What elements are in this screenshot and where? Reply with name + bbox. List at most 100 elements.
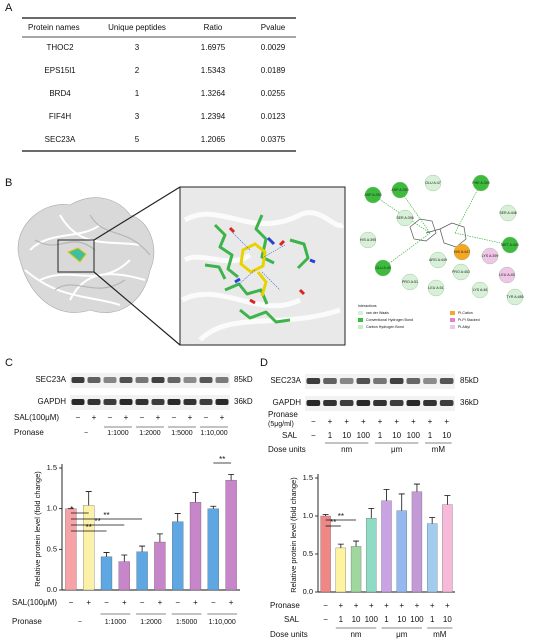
blot-bg [70, 395, 230, 410]
label: 1:1000 [105, 619, 127, 626]
bar [320, 515, 331, 593]
label: + [188, 413, 193, 422]
label: ** [94, 517, 100, 526]
band [87, 399, 101, 405]
residue [364, 186, 382, 204]
label: GAPDH [38, 397, 67, 406]
band [406, 400, 421, 406]
label: − [104, 598, 109, 607]
bar [189, 502, 202, 591]
protein-structure [17, 186, 181, 346]
band [356, 400, 371, 406]
band [306, 400, 321, 406]
band [103, 377, 117, 383]
label: * [70, 505, 73, 514]
label: nm [341, 445, 352, 454]
bar [350, 546, 362, 593]
label: + [122, 598, 127, 607]
label: 1.0 [303, 511, 313, 520]
error-bar [210, 505, 217, 509]
band [439, 400, 454, 406]
label: PHE A:399 [472, 181, 490, 185]
label: 10 [352, 615, 361, 624]
label: − [108, 413, 113, 422]
error-bar [444, 495, 451, 505]
label: 85kD [234, 375, 253, 384]
band [87, 377, 101, 383]
h-bond [382, 232, 431, 269]
label: − [76, 413, 81, 422]
label: ** [330, 518, 336, 527]
band [71, 399, 85, 405]
label: 0.0189 [261, 66, 286, 75]
label: TYR A:485 [506, 295, 523, 299]
label: 1 [384, 615, 389, 624]
label: LEU A:51 [428, 286, 443, 290]
label: 100 [365, 615, 379, 624]
label: − [311, 431, 316, 440]
label: + [444, 417, 449, 426]
label: 0.0123 [261, 112, 286, 121]
label: + [384, 601, 389, 610]
band [183, 377, 197, 383]
label: + [344, 417, 349, 426]
label: 1:1000 [107, 430, 129, 437]
label: 0.0 [47, 585, 57, 594]
error-bar [398, 493, 405, 511]
legend-swatch [450, 325, 455, 329]
legend-swatch [450, 311, 455, 315]
band [339, 400, 354, 406]
label: 1:10,000 [209, 619, 236, 626]
label: 0.0 [303, 587, 313, 596]
label: D [260, 357, 268, 369]
label: SEC23A [35, 375, 66, 384]
bar [65, 508, 77, 591]
label: 36kD [234, 397, 253, 406]
label: 0.0029 [261, 43, 286, 52]
label: 10 [342, 431, 351, 440]
label: + [193, 598, 198, 607]
band [183, 399, 197, 405]
label: + [430, 601, 435, 610]
label: 3 [135, 112, 140, 121]
error-bar [174, 513, 181, 522]
label: SAL [284, 615, 300, 624]
h-bond [399, 189, 431, 234]
label: + [369, 601, 374, 610]
label: GLU A:47 [425, 181, 441, 185]
label: + [92, 413, 97, 422]
band [167, 399, 181, 405]
label: ** [338, 512, 344, 521]
band [389, 400, 404, 406]
residue [429, 251, 447, 269]
label: LYS A:46 [473, 288, 488, 292]
label: MET A:400 [501, 243, 519, 247]
label: + [229, 598, 234, 607]
residue [452, 263, 470, 281]
bar [381, 500, 392, 593]
label: + [354, 601, 359, 610]
label: 10 [442, 431, 451, 440]
label: SEC23A [45, 135, 76, 144]
legend-swatch [358, 325, 363, 329]
label: 1.0 [47, 504, 57, 513]
label: − [175, 598, 180, 607]
bar [207, 508, 219, 591]
label: − [323, 615, 328, 624]
residue [374, 259, 392, 277]
band [373, 400, 387, 406]
label: 10 [392, 431, 401, 440]
label: Pronase [268, 410, 298, 419]
label: + [338, 601, 343, 610]
label: Protein names [28, 23, 80, 32]
label: C [5, 357, 13, 369]
band [373, 378, 387, 384]
label: FIF4H [49, 112, 71, 121]
band [323, 400, 337, 406]
label: + [86, 598, 91, 607]
label: μm [391, 445, 403, 454]
label: + [399, 601, 404, 610]
label: + [156, 413, 161, 422]
label: GAPDH [273, 398, 302, 407]
band [119, 377, 133, 383]
